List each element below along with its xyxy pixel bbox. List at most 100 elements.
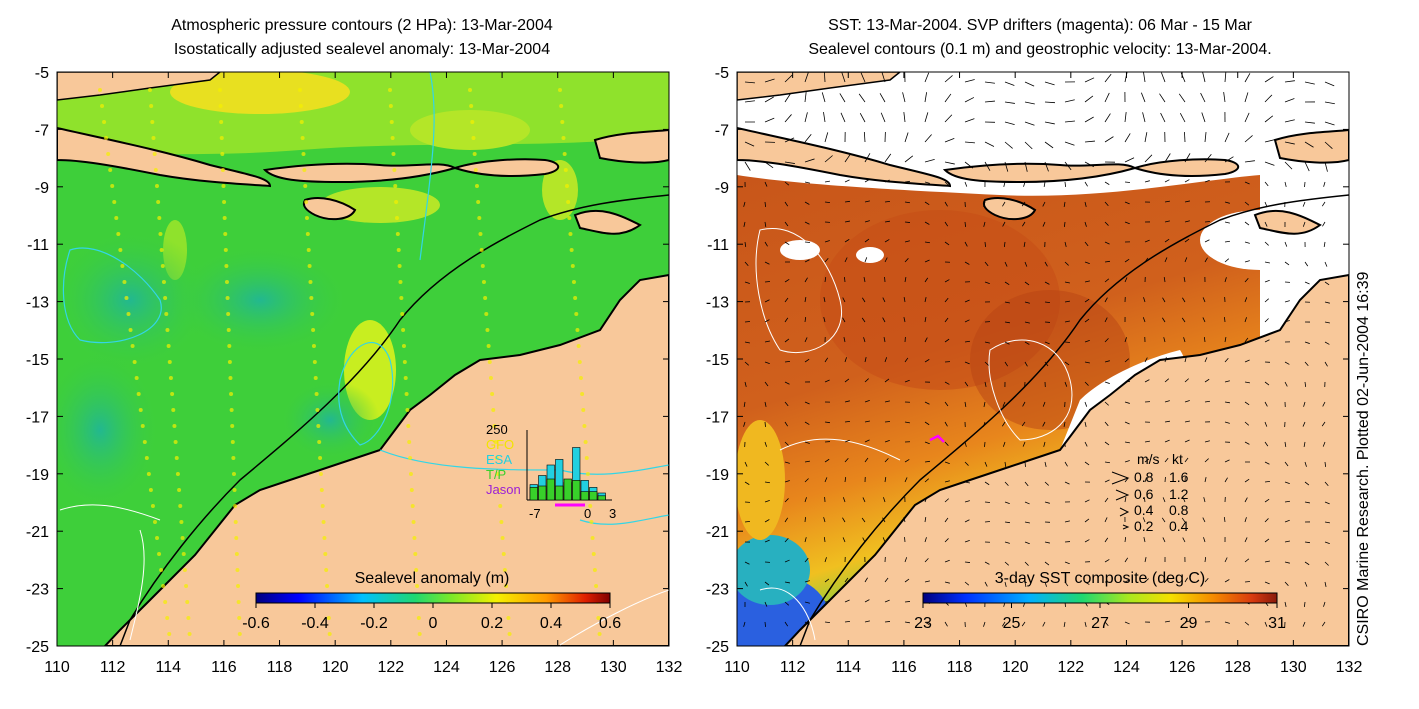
right-title-line1: SST: 13-Mar-2004. SVP drifters (magenta)… <box>828 17 1253 34</box>
right_panel-lon-tick-label: 112 <box>780 659 806 676</box>
right_panel-lon-tick-label: 120 <box>1002 659 1029 676</box>
inset-bar-tp <box>555 485 564 501</box>
velocity-legend-row-1: 0.8 1.6 <box>1111 469 1189 485</box>
inset-bar-tp <box>563 478 572 501</box>
right_panel-lon-tick-label: 122 <box>1057 659 1084 676</box>
left_panel-lat-tick-label: -5 <box>35 65 49 82</box>
inset-legend-jason: Jason <box>486 482 521 497</box>
left_panel-lat-tick-label: -25 <box>26 639 49 656</box>
left_panel-lat-tick-label: -7 <box>35 122 49 139</box>
velocity-legend-row-3: 0.4 0.8 <box>1119 502 1189 518</box>
right_panel-lon-tick-label: 132 <box>1336 659 1363 676</box>
inset-bars <box>529 447 606 501</box>
right_panel-lon-tick-label: 126 <box>1169 659 1196 676</box>
left-title-line2: Isostatically adjusted sealevel anomaly:… <box>174 41 550 58</box>
right-lat-axis: -5 -7 -9 -11 -13 -15 -17 -19 -21 -23 -25 <box>706 65 1349 656</box>
sst-colorbar-label: 31 <box>1268 615 1286 632</box>
left_panel-lon-tick-label: 110 <box>44 659 70 676</box>
right_panel-lat-tick-label: -25 <box>706 639 729 656</box>
sla-colorbar-label: -0.2 <box>360 615 388 632</box>
right_panel-lon-tick-label: 114 <box>836 659 862 676</box>
left_panel-lat-tick-label: -23 <box>26 582 49 599</box>
right-map-field <box>737 72 1349 646</box>
inset-bar-tp <box>529 487 538 501</box>
left_panel-lat-tick-label: -13 <box>26 295 49 312</box>
left-map-field <box>57 72 669 646</box>
left_panel-lon-tick-label: 114 <box>156 659 182 676</box>
right_panel-lat-tick-label: -7 <box>715 122 729 139</box>
sla-colorbar-label: 0.6 <box>599 615 621 632</box>
left-lon-axis: 110 112 114 116 118 120 122 124 126 128 130 132 <box>44 72 682 676</box>
sst-colorbar-label: 29 <box>1180 615 1198 632</box>
left_panel-lon-tick-label: 116 <box>211 659 237 676</box>
right_panel-lon-tick-label: 110 <box>724 659 750 676</box>
left_panel-lat-tick-label: -19 <box>26 467 49 484</box>
sla-colorbar-label: -0.4 <box>301 615 329 632</box>
inset-x-label-min: -7 <box>529 506 541 521</box>
right_panel-lon-tick-label: 130 <box>1280 659 1307 676</box>
left_panel-lat-tick-label: -11 <box>27 237 49 254</box>
right-lon-axis: 110 112 114 116 118 120 122 124 126 128 130 132 <box>724 72 1362 676</box>
velocity-legend-row-2: 0.6 1.2 <box>1115 486 1189 502</box>
velocity-legend-kt-2: 1.2 <box>1169 486 1189 502</box>
velocity-legend-ms-2: 0.6 <box>1134 486 1154 502</box>
inset-bar-tp <box>546 478 555 501</box>
left_panel-lon-tick-label: 126 <box>489 659 516 676</box>
left_panel-lat-tick-label: -21 <box>26 524 49 541</box>
left_panel-lon-tick-label: 128 <box>544 659 571 676</box>
sla-colorbar-label: 0 <box>429 615 438 632</box>
inset-x-label-max: 3 <box>609 506 616 521</box>
right_panel-lat-tick-label: -15 <box>706 352 729 369</box>
velocity-legend-ms-4: 0.2 <box>1134 518 1154 534</box>
right_panel-lon-tick-label: 128 <box>1224 659 1251 676</box>
inset-legend-tp: T/P <box>486 467 506 482</box>
left-title-line1: Atmospheric pressure contours (2 HPa): 1… <box>171 17 553 34</box>
left_panel-lat-tick-label: -15 <box>26 352 49 369</box>
inset-bar-tp <box>572 480 581 501</box>
inset-ymax-label: 250 <box>486 422 508 437</box>
left_panel-lat-tick-label: -17 <box>26 409 49 426</box>
right-map-panel: SST: 13-Mar-2004. SVP drifters (magenta)… <box>706 17 1363 676</box>
inset-bar-tp <box>538 485 547 501</box>
inset-x-label-zero: 0 <box>584 506 591 521</box>
inset-legend-esa: ESA <box>486 452 512 467</box>
right_panel-lon-tick-label: 124 <box>1113 659 1140 676</box>
right_panel-lat-tick-label: -19 <box>706 467 729 484</box>
right_panel-lat-tick-label: -23 <box>706 582 729 599</box>
sst-colorbar-label: 25 <box>1003 615 1021 632</box>
sst-colorbar-label: 23 <box>914 615 932 632</box>
inset-bar-tp <box>597 495 606 501</box>
velocity-legend-row-4: 0.2 0.4 <box>1122 518 1189 534</box>
sst-colorbar-label: 27 <box>1091 615 1109 632</box>
right-title-line2: Sealevel contours (0.1 m) and geostrophi… <box>808 41 1271 58</box>
velocity-legend-kt-3: 0.8 <box>1169 502 1189 518</box>
right_panel-lat-tick-label: -11 <box>707 237 729 254</box>
left_panel-lat-tick-label: -9 <box>35 180 49 197</box>
left_panel-lon-tick-label: 132 <box>656 659 683 676</box>
velocity-legend-header-ms: m/s <box>1137 451 1160 467</box>
left_panel-lon-tick-label: 112 <box>100 659 126 676</box>
sst-colorbar-title: 3-day SST composite (deg C) <box>995 570 1205 587</box>
sla-colorbar: Sealevel anomaly (m) -0.6 -0.4 -0.2 0 0.2 0.4… <box>242 570 621 632</box>
right_panel-lat-tick-label: -17 <box>706 409 729 426</box>
inset-bar-tp <box>589 491 598 501</box>
right_panel-lat-tick-label: -21 <box>706 524 729 541</box>
left_panel-lon-tick-label: 118 <box>267 659 293 676</box>
sla-colorbar-label: 0.2 <box>481 615 503 632</box>
left_panel-lon-tick-label: 122 <box>377 659 404 676</box>
sst-colorbar: 3-day SST composite (deg C) 23 25 27 29 31 <box>914 570 1286 632</box>
left_panel-lon-tick-label: 124 <box>433 659 460 676</box>
right_panel-lat-tick-label: -13 <box>706 295 729 312</box>
right_panel-lat-tick-label: -5 <box>715 65 729 82</box>
left-lat-axis: -5 -7 -9 -11 -13 -15 -17 -19 -21 -23 -25 <box>26 65 669 656</box>
inset-legend-gfo: GFO <box>486 437 514 452</box>
velocity-legend: m/s kt 0.8 1.6 0.6 1.2 0.4 0.8 0.2 0.4 <box>1111 451 1189 534</box>
left-map-panel: Atmospheric pressure contours (2 HPa): 1… <box>26 17 683 676</box>
left_panel-lon-tick-label: 120 <box>322 659 349 676</box>
sla-colorbar-label: -0.6 <box>242 615 270 632</box>
right_panel-lon-tick-label: 116 <box>891 659 917 676</box>
sla-colorbar-label: 0.4 <box>540 615 562 632</box>
track-histogram-inset: 250 GFO ESA T/P Jason -7 0 3 <box>486 422 616 521</box>
inset-bar-tp <box>580 491 589 501</box>
plot-credit: CSIRO Marine Research. Plotted 02-Jun-20… <box>1355 271 1372 646</box>
